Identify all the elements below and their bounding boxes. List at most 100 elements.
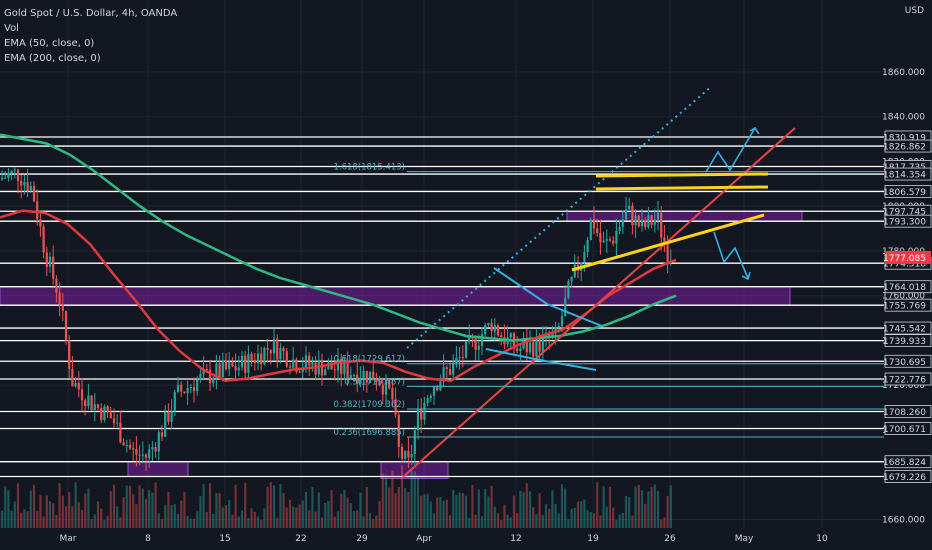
volume-bar — [215, 493, 218, 528]
volume-bar — [573, 507, 576, 528]
candle-body — [554, 327, 557, 334]
candle-body — [116, 422, 119, 424]
volume-bar — [253, 511, 256, 528]
candle-body — [288, 366, 292, 368]
candle-body — [564, 297, 567, 317]
volume-bar — [468, 517, 471, 528]
candle-body — [93, 404, 96, 411]
current-price-label: 1777.085 — [883, 254, 926, 264]
candle-body — [58, 292, 61, 305]
volume-bar — [442, 500, 445, 528]
candle-body — [189, 387, 192, 389]
candle-body — [103, 406, 106, 421]
candle-body — [394, 399, 397, 415]
candle-body — [176, 384, 180, 393]
candle-body — [656, 212, 660, 220]
candle-body — [39, 219, 42, 227]
candle-body — [522, 341, 525, 349]
candle-body — [42, 226, 45, 253]
level-price-tag — [884, 185, 932, 198]
volume-bar — [23, 509, 26, 528]
ema-50-path — [0, 209, 677, 382]
fib-label: 0.5(1719.487) — [344, 377, 405, 387]
candle-body — [253, 359, 256, 364]
volume-bar — [621, 512, 624, 528]
candle-body — [180, 384, 183, 392]
volume-bar — [525, 483, 528, 528]
candle-body — [487, 322, 490, 325]
price-axis[interactable]: 1660.0001700.0001720.0001740.0001760.000… — [882, 0, 932, 550]
volume-bar — [557, 513, 560, 528]
level-price-label: 1774.518 — [883, 260, 926, 270]
candle-body — [336, 358, 340, 371]
candle-body — [484, 324, 487, 335]
volume-bar — [541, 514, 544, 528]
level-price-label: 1806.579 — [883, 188, 926, 198]
volume-bar — [29, 490, 32, 528]
candle-body — [455, 357, 458, 363]
volume-bar — [522, 492, 525, 528]
candle-body — [0, 177, 4, 180]
level-price-label: 1679.226 — [883, 473, 926, 483]
volume-bar — [7, 490, 10, 528]
candle-body — [138, 454, 141, 456]
volume-bar — [624, 496, 628, 528]
candle-body — [26, 182, 29, 192]
bullish-arrow-head — [749, 126, 760, 135]
volume-bar — [256, 516, 260, 528]
candle-body — [432, 387, 436, 396]
volume-bar — [407, 492, 410, 528]
volume-bar — [186, 516, 189, 528]
ema-200-label[interactable]: EMA (200, close, 0) — [4, 53, 101, 64]
time-tick-label: 12 — [510, 534, 521, 544]
volume-bar — [324, 502, 327, 528]
candle-body — [128, 444, 132, 449]
volume-bar — [384, 474, 388, 528]
time-tick-label: May — [735, 534, 754, 544]
volume-bar — [176, 513, 180, 528]
candle-body — [100, 407, 103, 421]
volume-bar — [141, 488, 144, 528]
volume-bar — [653, 484, 656, 528]
candle-body — [650, 215, 653, 225]
candle-body — [618, 226, 621, 231]
candle-body — [144, 454, 148, 458]
candle-body — [90, 395, 93, 411]
candle-body — [148, 449, 151, 458]
volume-bar — [359, 492, 362, 528]
volume-bar — [13, 501, 16, 528]
volume-bar — [612, 507, 615, 528]
candle-body — [125, 444, 128, 446]
candle-body — [292, 359, 295, 368]
symbol-title[interactable]: Gold Spot / U.S. Dollar, 4h, OANDA — [4, 8, 178, 19]
level-price-label: 1745.542 — [883, 325, 926, 335]
candle-body — [263, 347, 266, 365]
candle-body — [218, 363, 221, 377]
volume-bar — [189, 518, 192, 528]
candle-body — [7, 173, 10, 178]
ema-50-label[interactable]: EMA (50, close, 0) — [4, 38, 95, 49]
candle-body — [583, 252, 586, 263]
candle-body — [276, 338, 279, 360]
candle-body — [16, 169, 20, 181]
volume-bar — [260, 519, 263, 528]
volume-bar — [592, 513, 596, 528]
candle-body — [282, 348, 285, 352]
volume-bar — [151, 492, 154, 528]
volume-bar — [564, 488, 567, 528]
candle-body — [413, 430, 416, 454]
volume-bar — [458, 492, 461, 528]
candle-body — [615, 230, 618, 244]
volume-bar — [183, 491, 186, 528]
volume-bar — [132, 494, 135, 528]
candle-body — [71, 368, 74, 387]
candle-body — [624, 209, 628, 220]
time-tick-label: 10 — [816, 534, 828, 544]
time-axis[interactable]: Mar 8 15 22 29 Apr 12 19 26 May 10 — [0, 528, 884, 550]
volume-bar — [474, 514, 477, 528]
volume-indicator-label[interactable]: Vol — [4, 23, 19, 34]
candle-body — [663, 237, 666, 244]
volume-bar — [0, 510, 4, 528]
candle-body — [519, 348, 522, 351]
